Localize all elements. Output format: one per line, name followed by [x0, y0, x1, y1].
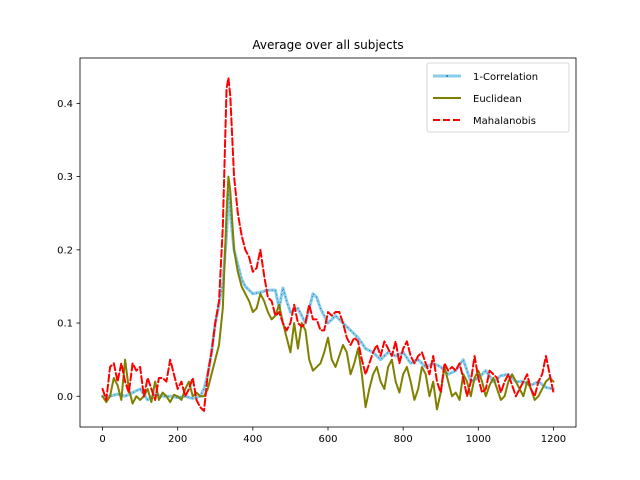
y-tick-label: 0.1 [57, 319, 73, 330]
legend: 1-Correlation Euclidean Mahalanobis [426, 62, 570, 133]
series-line-1-correlation [101, 189, 555, 402]
x-tick-label: 1000 [466, 434, 491, 445]
x-tick-label: 1200 [541, 434, 566, 445]
series-line-mahalanobis [101, 76, 555, 412]
y-tick-label: 0.4 [57, 99, 73, 110]
y-tick-label: 0.0 [57, 392, 73, 403]
y-tick-label: 0.2 [57, 245, 73, 256]
series-line-euclidean [101, 175, 555, 411]
x-tick-label: 0 [99, 434, 105, 445]
axes-layer: 0 200 400 600 800 1000 1200 0.0 0.1 0.2 0.3 0.4 [57, 57, 577, 445]
legend-label: Euclidean [473, 94, 522, 105]
series-layer [101, 76, 555, 412]
legend-box [426, 62, 570, 133]
legend-marker [446, 75, 448, 77]
y-tick-label: 0.3 [57, 172, 73, 183]
series-markers-1-correlation [102, 191, 554, 401]
legend-label: Mahalanobis [473, 116, 536, 127]
x-tick-label: 400 [243, 434, 262, 445]
x-tick-label: 800 [394, 434, 413, 445]
chart-title: Average over all subjects [252, 38, 403, 52]
x-tick-label: 600 [318, 434, 337, 445]
legend-label: 1-Correlation [473, 72, 538, 83]
x-tick-label: 200 [168, 434, 187, 445]
